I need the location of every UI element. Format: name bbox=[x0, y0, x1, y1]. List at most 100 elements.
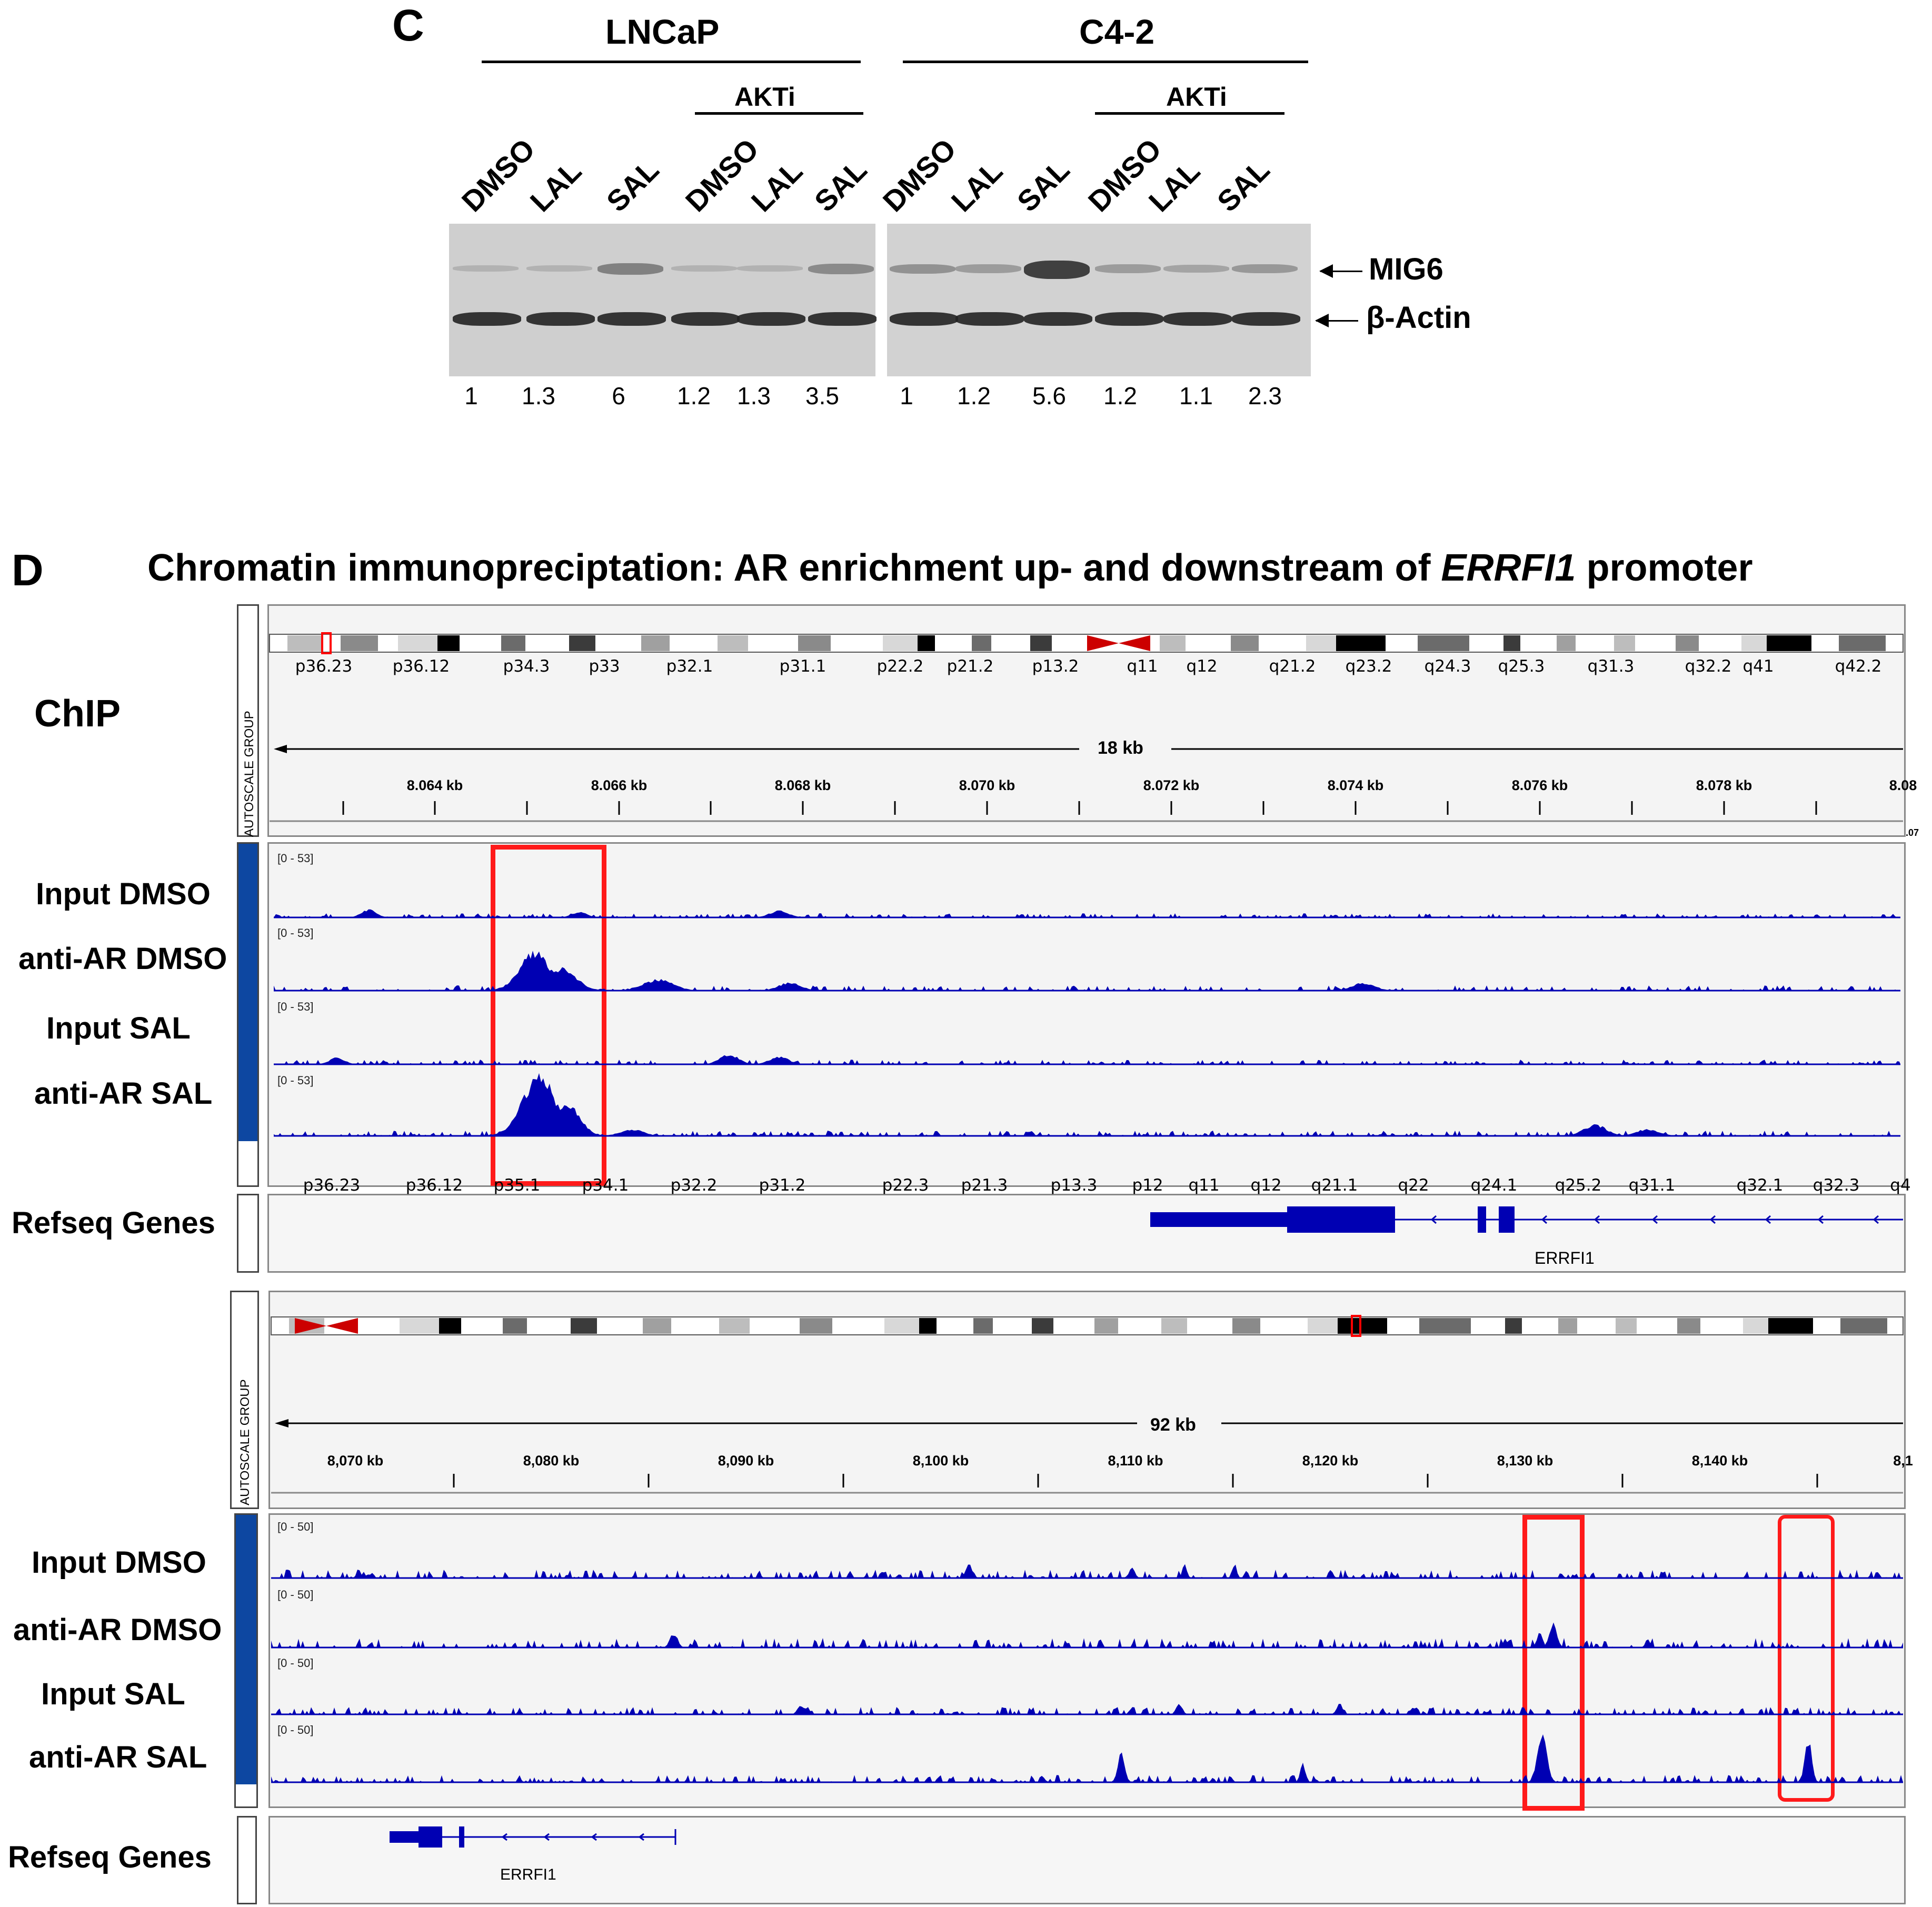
v1-tick-label-1: 8.066 kb bbox=[591, 777, 648, 793]
v1-band-28 bbox=[1186, 635, 1231, 651]
title-gene: ERRFI1 bbox=[1441, 547, 1576, 589]
v2-cytoband-label-0: p36.23 bbox=[303, 1176, 360, 1195]
v1-cytoband-label-12: q23.2 bbox=[1346, 657, 1392, 676]
v2-band-13 bbox=[671, 1318, 719, 1334]
v2-input-dmso-signal bbox=[271, 1564, 1903, 1578]
mig6-band-9 bbox=[1095, 264, 1161, 273]
v2-band-6 bbox=[439, 1318, 461, 1334]
v1-band-10 bbox=[569, 635, 595, 651]
c42-bracket bbox=[903, 61, 1308, 63]
mig6-band-1 bbox=[526, 265, 592, 272]
v2-cytoband-label-2: p35.1 bbox=[494, 1176, 541, 1195]
v2-cytoband-label-17: q32.1 bbox=[1737, 1176, 1784, 1195]
v1-cytoband-label-17: q41 bbox=[1742, 657, 1774, 676]
v2-tick-label-8: 8,1 bbox=[1893, 1453, 1913, 1469]
v1-cytoband-label-11: q21.2 bbox=[1269, 657, 1316, 676]
v1-band-12 bbox=[641, 635, 670, 651]
v2-gene-exon-2 bbox=[459, 1826, 464, 1848]
v2-gene-strand-0 bbox=[501, 1833, 507, 1841]
mig6-band-2 bbox=[597, 263, 663, 275]
actin-band-11 bbox=[1232, 312, 1300, 326]
mig6-band-10 bbox=[1163, 264, 1229, 273]
highlight-box-3 bbox=[1778, 1515, 1835, 1802]
v2-input-sal-signal bbox=[271, 1704, 1903, 1714]
v1-cytoband-label-9: q11 bbox=[1127, 657, 1158, 676]
v2-band-23 bbox=[1032, 1318, 1053, 1334]
target-mig6: MIG6 bbox=[1369, 252, 1443, 286]
v1-band-15 bbox=[748, 635, 798, 651]
v2-tick-label-5: 8,120 kb bbox=[1302, 1453, 1359, 1469]
v2-cytoband-label-1: p36.12 bbox=[406, 1176, 463, 1195]
v1-cytoband-label-8: p13.2 bbox=[1032, 657, 1079, 676]
v1-anti-ar-sal-signal bbox=[274, 1073, 1900, 1136]
actin-band-8 bbox=[1024, 312, 1092, 326]
v1-cytoband-label-15: q31.3 bbox=[1588, 657, 1635, 676]
title-prefix: Chromatin immunopreciptation: AR enrichm… bbox=[147, 547, 1441, 589]
v2-band-24 bbox=[1053, 1318, 1094, 1334]
range-2-c: [0 - 50] bbox=[277, 1656, 314, 1670]
v1-centromere-right bbox=[1119, 635, 1150, 651]
v2-band-22 bbox=[993, 1318, 1032, 1334]
v1-band-39 bbox=[1576, 635, 1614, 651]
track-label-1-anti-ar-sal: anti-AR SAL bbox=[34, 1076, 213, 1111]
track-label-2-input-dmso: Input DMSO bbox=[32, 1545, 206, 1580]
v1-tick-label-8: 8.08 bbox=[1889, 777, 1917, 793]
v1-band-16 bbox=[798, 635, 831, 651]
igv-view-2-tracks bbox=[268, 1513, 1906, 1808]
v1-tick-label-4: 8.072 kb bbox=[1143, 777, 1200, 793]
v2-tick-label-1: 8,080 kb bbox=[523, 1453, 580, 1469]
v2-band-33 bbox=[1387, 1318, 1419, 1334]
v1-band-21 bbox=[972, 635, 991, 651]
v2-band-10 bbox=[571, 1318, 597, 1334]
range-2-a: [0 - 50] bbox=[277, 1520, 314, 1533]
v2-tick-label-0: 8,070 kb bbox=[327, 1453, 384, 1469]
highlight-box-2 bbox=[1522, 1515, 1585, 1811]
mig6-band-0 bbox=[453, 265, 519, 272]
track-label-1-input-sal: Input SAL bbox=[46, 1011, 191, 1045]
v2-cytoband-label-7: p21.3 bbox=[961, 1176, 1008, 1195]
quant-value-8: 5.6 bbox=[1032, 382, 1066, 410]
span-label-2: 92 kb bbox=[1150, 1415, 1196, 1435]
v1-band-18 bbox=[883, 635, 918, 651]
v1-band-7 bbox=[460, 635, 501, 651]
v2-cytoband-label-13: q22 bbox=[1398, 1176, 1429, 1195]
v1-band-5 bbox=[398, 635, 437, 651]
track-label-2-anti-ar-dmso: anti-AR DMSO bbox=[13, 1613, 222, 1647]
v1-band-47 bbox=[1839, 635, 1886, 651]
v1-band-8 bbox=[501, 635, 525, 651]
v1-gene-utr bbox=[1150, 1212, 1287, 1227]
igv-view-2-blue-bar bbox=[236, 1515, 256, 1784]
track-label-1-input-dmso: Input DMSO bbox=[36, 877, 211, 911]
range-2-d: [0 - 50] bbox=[277, 1723, 314, 1736]
v1-gene-strand-5 bbox=[1765, 1215, 1771, 1224]
akti-label-lncap: AKTi bbox=[734, 82, 795, 112]
v2-centromere-right bbox=[326, 1318, 358, 1334]
v1-band-46 bbox=[1811, 635, 1839, 651]
v2-cytoband-label-10: q11 bbox=[1188, 1176, 1219, 1195]
quant-value-5: 3.5 bbox=[805, 382, 839, 410]
title-suffix: promoter bbox=[1576, 547, 1753, 589]
v1-gene-exon-3 bbox=[1499, 1206, 1515, 1233]
v2-cytoband-label-18: q32.3 bbox=[1813, 1176, 1860, 1195]
v1-band-34 bbox=[1418, 635, 1469, 651]
v1-band-33 bbox=[1386, 635, 1418, 651]
v2-band-45 bbox=[1768, 1318, 1813, 1334]
v2-band-0 bbox=[273, 1318, 289, 1334]
actin-band-9 bbox=[1095, 312, 1163, 326]
v1-band-30 bbox=[1259, 635, 1306, 651]
v2-gene-utr bbox=[390, 1831, 419, 1843]
actin-band-0 bbox=[453, 312, 521, 326]
v2-tick-label-2: 8,090 kb bbox=[718, 1453, 774, 1469]
v1-band-35 bbox=[1469, 635, 1503, 651]
track-label-2-anti-ar-sal: anti-AR SAL bbox=[29, 1740, 207, 1774]
v1-position-marker bbox=[321, 632, 332, 654]
igv-view-2-sidebar-refseq bbox=[237, 1816, 257, 1904]
v1-band-17 bbox=[831, 635, 883, 651]
range-2-b: [0 - 50] bbox=[277, 1588, 314, 1601]
v2-band-9 bbox=[527, 1318, 571, 1334]
v2-band-42 bbox=[1677, 1318, 1700, 1334]
v1-tick-label-2: 8.068 kb bbox=[774, 777, 831, 793]
refseq-label-1: Refseq Genes bbox=[12, 1206, 215, 1240]
v2-anti-ar-sal-signal bbox=[271, 1734, 1903, 1782]
